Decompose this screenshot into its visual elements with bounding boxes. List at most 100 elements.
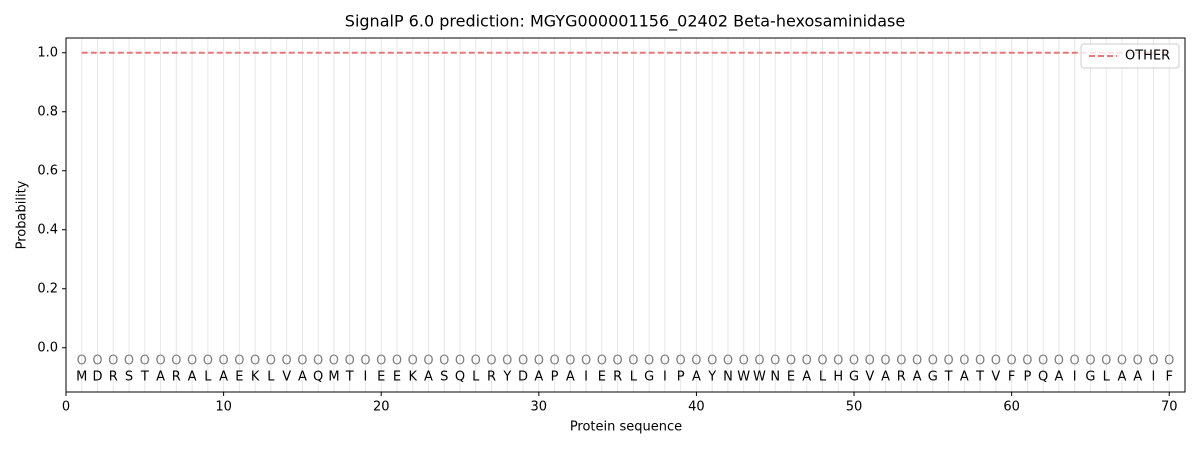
residue: K — [408, 370, 417, 385]
residue: V — [282, 370, 291, 385]
residue: K — [251, 370, 260, 385]
predicted-label: O — [928, 354, 938, 369]
predicted-label: O — [1164, 354, 1174, 369]
x-tick-label: 30 — [531, 400, 548, 415]
residue: Q — [313, 370, 323, 385]
x-tick-label: 70 — [1161, 400, 1178, 415]
residue: Y — [502, 370, 511, 385]
predicted-label: O — [770, 354, 780, 369]
residue: R — [613, 370, 622, 385]
residue: E — [393, 370, 401, 385]
predicted-label: O — [565, 354, 575, 369]
residue: I — [1073, 370, 1077, 385]
y-tick-label: 0.6 — [37, 163, 58, 178]
residue: G — [1085, 370, 1095, 385]
residue: Q — [1038, 370, 1048, 385]
x-tick-label: 10 — [215, 400, 232, 415]
residue: M — [76, 370, 87, 385]
predicted-label: O — [581, 354, 591, 369]
predicted-label: O — [786, 354, 796, 369]
residue: T — [975, 370, 984, 385]
residue: W — [737, 370, 750, 385]
predicted-label: O — [423, 354, 433, 369]
predicted-label: O — [1038, 354, 1048, 369]
predicted-label: O — [345, 354, 355, 369]
predicted-label: O — [802, 354, 812, 369]
residue: W — [753, 370, 766, 385]
residue: A — [881, 370, 890, 385]
predicted-label: O — [1148, 354, 1158, 369]
predicted-label: O — [92, 354, 102, 369]
predicted-label: O — [628, 354, 638, 369]
residue: G — [928, 370, 938, 385]
plot-frame — [65, 37, 1186, 393]
residue: I — [584, 370, 588, 385]
residue: A — [298, 370, 307, 385]
predicted-label: O — [676, 354, 686, 369]
residue: G — [849, 370, 859, 385]
residue: T — [345, 370, 354, 385]
residue: L — [472, 370, 480, 385]
predicted-label: O — [1133, 354, 1143, 369]
residue: A — [219, 370, 228, 385]
predicted-label: O — [896, 354, 906, 369]
predicted-label: O — [613, 354, 623, 369]
residue: S — [440, 370, 448, 385]
y-tick-label: 0.8 — [37, 104, 58, 119]
residue: A — [802, 370, 811, 385]
predicted-label: O — [534, 354, 544, 369]
predicted-label: O — [1101, 354, 1111, 369]
predicted-label: O — [1054, 354, 1064, 369]
predicted-label: O — [313, 354, 323, 369]
residue: M — [328, 370, 339, 385]
residue: R — [487, 370, 496, 385]
predicted-label: O — [471, 354, 481, 369]
predicted-label: O — [234, 354, 244, 369]
predicted-label: O — [644, 354, 654, 369]
predicted-label: O — [297, 354, 307, 369]
residue: L — [630, 370, 638, 385]
predicted-label: O — [250, 354, 260, 369]
predicted-label: O — [880, 354, 890, 369]
predicted-label: O — [518, 354, 528, 369]
predicted-label: O — [203, 354, 213, 369]
residue: F — [1008, 370, 1015, 385]
predicted-label: O — [943, 354, 953, 369]
predicted-label: O — [392, 354, 402, 369]
residue: L — [204, 370, 212, 385]
predicted-label: O — [691, 354, 701, 369]
residue: T — [140, 370, 149, 385]
y-tick-label: 0.2 — [37, 281, 58, 296]
residue: H — [833, 370, 843, 385]
residue: A — [692, 370, 701, 385]
residue: E — [377, 370, 385, 385]
predicted-label: O — [817, 354, 827, 369]
residue: L — [267, 370, 275, 385]
residue: F — [1165, 370, 1172, 385]
residue: E — [787, 370, 795, 385]
y-tick-label: 0.4 — [37, 222, 58, 237]
predicted-label: O — [707, 354, 717, 369]
predicted-label: O — [1085, 354, 1095, 369]
predicted-label: O — [833, 354, 843, 369]
predicted-label: O — [140, 354, 150, 369]
predicted-label: O — [739, 354, 749, 369]
residue: A — [1133, 370, 1142, 385]
predicted-label: O — [1022, 354, 1032, 369]
residue: D — [518, 370, 528, 385]
residue: Y — [707, 370, 716, 385]
predicted-label: O — [1117, 354, 1127, 369]
residue: A — [566, 370, 575, 385]
y-tick-label: 0.0 — [37, 340, 58, 355]
residue: P — [1023, 370, 1031, 385]
x-tick-label: 60 — [1003, 400, 1020, 415]
residue: N — [723, 370, 733, 385]
residue: P — [551, 370, 559, 385]
residue: L — [1103, 370, 1111, 385]
residue: R — [109, 370, 118, 385]
residue: V — [991, 370, 1000, 385]
residue: E — [235, 370, 243, 385]
residue: A — [1118, 370, 1127, 385]
residue: A — [424, 370, 433, 385]
